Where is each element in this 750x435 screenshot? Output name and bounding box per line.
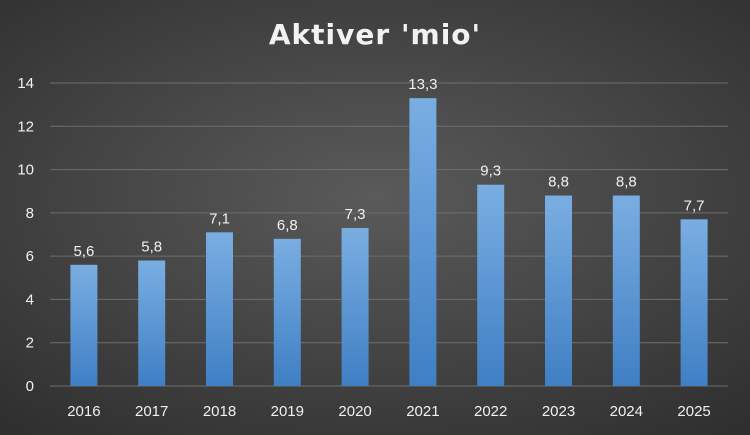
data-label-2016: 5,6 [73, 243, 94, 260]
x-tick-label-2016: 2016 [67, 403, 100, 420]
x-tick-label-2022: 2022 [474, 403, 507, 420]
x-tick-label-2020: 2020 [338, 403, 371, 420]
x-tick-label-2019: 2019 [271, 403, 304, 420]
data-labels: 5,6 5,8 7,1 6,8 7,3 13,3 9,3 8,8 8,8 7,7 [73, 76, 704, 260]
x-axis-ticks: 2016 2017 2018 2019 2020 2021 2022 2023 2024 2025 [67, 403, 711, 420]
chart-title: Aktiver 'mio' [268, 18, 482, 51]
bar-2017 [138, 260, 166, 386]
data-label-2021: 13,3 [408, 76, 437, 93]
y-tick-label: 2 [26, 335, 34, 352]
bar-2016 [70, 264, 98, 386]
bar-2024 [612, 195, 640, 386]
x-tick-label-2017: 2017 [135, 403, 168, 420]
bar-2019 [273, 238, 301, 386]
y-tick-label: 10 [17, 162, 34, 179]
x-tick-label-2024: 2024 [610, 403, 643, 420]
y-tick-label: 14 [17, 75, 34, 92]
y-tick-label: 6 [26, 248, 34, 265]
data-label-2018: 7,1 [209, 210, 230, 227]
bar-2023 [545, 195, 572, 386]
data-label-2022: 9,3 [480, 163, 501, 180]
x-tick-label-2021: 2021 [406, 403, 439, 420]
bars [70, 98, 708, 387]
y-tick-label: 0 [26, 378, 34, 395]
data-label-2024: 8,8 [616, 174, 637, 191]
data-label-2020: 7,3 [345, 206, 366, 223]
x-tick-label-2023: 2023 [542, 403, 575, 420]
y-tick-label: 8 [26, 205, 34, 222]
y-tick-label: 12 [17, 118, 34, 135]
x-tick-label-2025: 2025 [677, 403, 710, 420]
bar-2018 [206, 232, 233, 386]
bar-2025 [680, 219, 708, 386]
x-tick-label-2018: 2018 [203, 403, 236, 420]
bar-2021 [409, 98, 437, 387]
data-label-2023: 8,8 [548, 174, 569, 191]
bar-2020 [341, 228, 369, 386]
y-axis-ticks: 0 2 4 6 8 10 12 14 [17, 75, 34, 395]
data-label-2019: 6,8 [277, 217, 298, 234]
y-tick-label: 4 [26, 291, 34, 308]
bar-2022 [477, 184, 505, 386]
data-label-2025: 7,7 [684, 197, 705, 214]
data-label-2017: 5,8 [141, 238, 162, 255]
